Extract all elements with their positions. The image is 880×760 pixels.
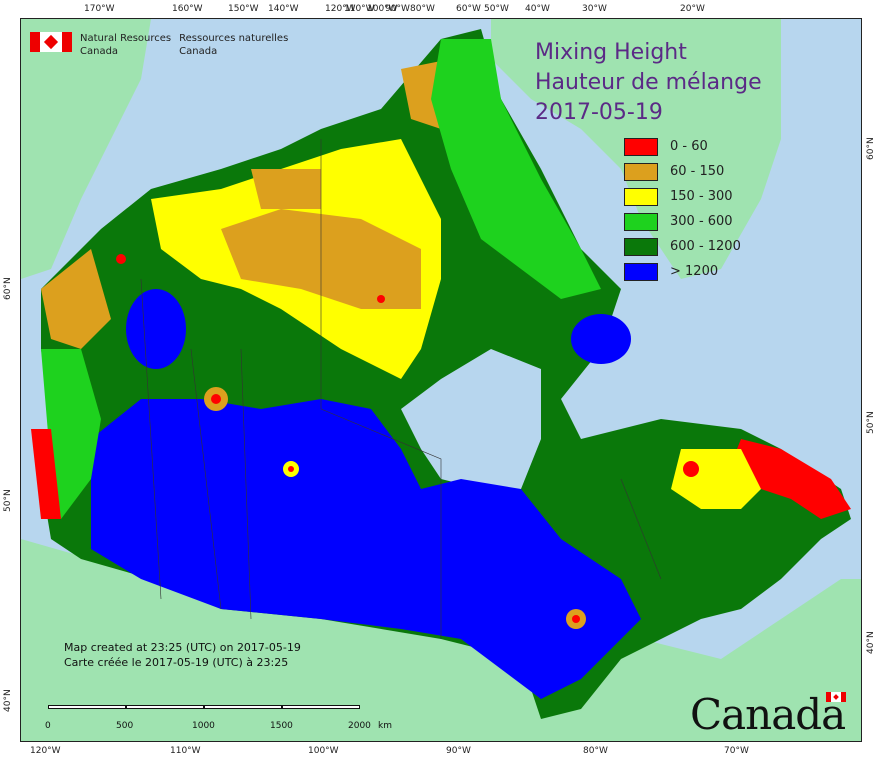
top-tick: 170°W: [84, 4, 115, 14]
legend-swatch: [624, 237, 658, 256]
scale-label: 0: [45, 721, 51, 731]
high-mixing-region: [571, 314, 631, 364]
title-line-en: Mixing Height: [535, 40, 687, 65]
top-tick: 90°W: [385, 4, 410, 14]
left-tick: 60°N: [3, 277, 13, 300]
legend-item: 0 - 60: [624, 134, 741, 159]
top-tick: 60°W: [456, 4, 481, 14]
top-tick: 50°W: [484, 4, 509, 14]
bottom-tick: 70°W: [724, 746, 749, 756]
legend: 0 - 60 60 - 150 150 - 300 300 - 600 600 …: [624, 134, 741, 284]
canada-wordmark: Canada: [690, 690, 846, 739]
hotspot-marker: [116, 254, 126, 264]
top-tick: 120°W: [325, 4, 356, 14]
title-date: 2017-05-19: [535, 100, 663, 125]
scale-label: 2000: [348, 721, 371, 731]
top-tick: 40°W: [525, 4, 550, 14]
right-tick: 40°N: [866, 631, 876, 654]
legend-swatch: [624, 162, 658, 181]
scale-label: 500: [116, 721, 134, 731]
left-tick: 50°N: [3, 489, 13, 512]
scale-segment: [282, 705, 360, 709]
scale-segment: [48, 705, 126, 709]
scale-unit: km: [378, 721, 392, 731]
low-mixing-region: [721, 439, 851, 519]
high-mixing-region: [91, 399, 641, 699]
legend-label: 150 - 300: [670, 189, 733, 204]
bottom-tick: 120°W: [30, 746, 61, 756]
right-tick: 50°N: [866, 411, 876, 434]
us-landmass: [21, 539, 861, 741]
legend-item: 600 - 1200: [624, 234, 741, 259]
legend-label: 300 - 600: [670, 214, 733, 229]
scale-label: 1000: [192, 721, 215, 731]
top-tick: 80°W: [410, 4, 435, 14]
org-name-fr: Ressources naturelles Canada: [179, 33, 289, 57]
top-tick: 30°W: [582, 4, 607, 14]
org-name-en: Natural Resources Canada: [80, 33, 172, 57]
legend-swatch: [624, 212, 658, 231]
hotspot-marker: [683, 461, 699, 477]
bottom-tick: 100°W: [308, 746, 339, 756]
bottom-tick: 110°W: [170, 746, 201, 756]
scale-bar: 0 500 1000 1500 2000 km: [45, 705, 392, 731]
hotspot-marker: [377, 295, 385, 303]
right-tick: 60°N: [866, 137, 876, 160]
low-mixing-region: [31, 429, 61, 519]
low-mixing-region: [251, 169, 321, 209]
legend-label: 60 - 150: [670, 164, 725, 179]
legend-swatch: [624, 187, 658, 206]
scale-segment: [204, 705, 282, 709]
legend-item: 300 - 600: [624, 209, 741, 234]
hudson-bay: [401, 349, 541, 489]
legend-label: 0 - 60: [670, 139, 708, 154]
hotspot-marker: [572, 615, 580, 623]
top-tick: 100°W: [367, 4, 398, 14]
legend-label: 600 - 1200: [670, 239, 741, 254]
title-line-fr: Hauteur de mélange: [535, 70, 762, 95]
hotspot-marker: [288, 466, 294, 472]
credit-en: Map created at 23:25 (UTC) on 2017-05-19: [64, 641, 301, 654]
legend-swatch: [624, 137, 658, 156]
top-tick: 110°W: [344, 4, 375, 14]
province-boundaries: [140, 139, 662, 639]
scale-segment: [126, 705, 204, 709]
map-svg: [21, 19, 861, 741]
top-tick: 150°W: [228, 4, 259, 14]
top-tick: 140°W: [268, 4, 299, 14]
nrcan-logo: Natural Resources Canada Ressources natu…: [30, 32, 288, 58]
map-credits: Map created at 23:25 (UTC) on 2017-05-19…: [64, 640, 301, 670]
hotspot-marker: [211, 394, 221, 404]
top-tick: 160°W: [172, 4, 203, 14]
bottom-tick: 80°W: [583, 746, 608, 756]
top-tick: 20°W: [680, 4, 705, 14]
alaska-landmass: [21, 19, 151, 279]
legend-swatch: [624, 262, 658, 281]
mid-mixing-region: [431, 39, 601, 299]
wordmark-flag-icon: [826, 692, 846, 702]
legend-item: > 1200: [624, 259, 741, 284]
legend-item: 150 - 300: [624, 184, 741, 209]
legend-item: 60 - 150: [624, 159, 741, 184]
credit-fr: Carte créée le 2017-05-19 (UTC) à 23:25: [64, 656, 289, 669]
scale-label: 1500: [270, 721, 293, 731]
map-title: Mixing Height Hauteur de mélange 2017-05…: [535, 38, 762, 128]
legend-label: > 1200: [670, 264, 719, 279]
high-mixing-region: [126, 289, 186, 369]
low-mixing-region: [41, 249, 111, 349]
canada-flag-icon: [30, 32, 72, 52]
map-canvas[interactable]: [20, 18, 862, 742]
bottom-tick: 90°W: [446, 746, 471, 756]
left-tick: 40°N: [3, 689, 13, 712]
